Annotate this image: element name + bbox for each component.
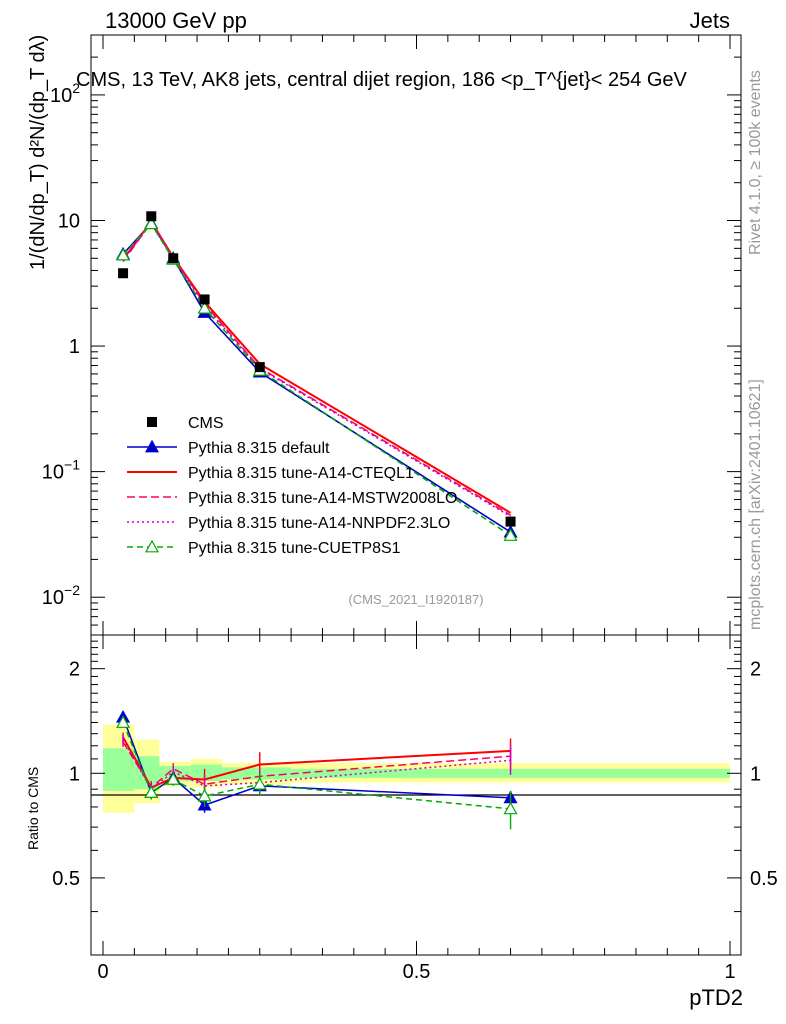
legend-label-0: Pythia 8.315 default	[188, 440, 330, 457]
ratio-y-tick-label-right-1: 1	[750, 763, 761, 785]
chart-title: CMS, 13 TeV, AK8 jets, central dijet reg…	[76, 69, 688, 91]
ratio-y-axis-ticks: 0.5 0.5 1 1 2 2	[52, 634, 778, 956]
ratio-y-tick-label-right-2: 2	[750, 659, 761, 681]
legend-marker-0	[144, 439, 160, 453]
legend-marker-cms	[147, 417, 157, 427]
ratio-line-4	[122, 722, 511, 810]
legend-label-3: Pythia 8.315 tune-A14-NNPDF2.3LO	[188, 515, 450, 532]
x-tick-label-0: 0	[97, 961, 108, 983]
top-y-tick-label-4: 102	[50, 80, 80, 107]
ratio-y-tick-label-left-1: 1	[69, 763, 80, 785]
mcplots-label: mcplots.cern.ch [arXiv:2401.10621]	[747, 379, 764, 630]
top-y-tick-label-2: 1	[69, 336, 80, 358]
top-panel-series	[116, 211, 518, 541]
ratio-point-4-1	[144, 785, 159, 798]
legend-label-4: Pythia 8.315 tune-CUETP8S1	[188, 540, 401, 557]
top-y-axis-ticks: 10−2 10−1 1 10 102	[42, 34, 741, 636]
top-y-tick-label-3: 10	[58, 210, 80, 232]
cms-data-point-3	[199, 294, 210, 305]
band-green-0	[103, 748, 135, 791]
ratio-point-4-0	[116, 715, 131, 728]
x-tick-label-1: 0.5	[403, 961, 431, 983]
x-tick-label-2: 1	[724, 961, 735, 983]
ratio-panel-series	[116, 709, 518, 830]
header-process: Jets	[690, 8, 730, 33]
ratio-y-tick-label-left-2: 2	[69, 659, 80, 681]
cms-data-point-5	[505, 516, 516, 527]
ratio-point-4-3	[197, 788, 212, 802]
series-4-point-3	[197, 301, 212, 314]
legend-label-1: Pythia 8.315 tune-A14-CTEQL1	[188, 465, 414, 482]
rivet-version-label: Rivet 4.1.0, ≥ 100k events	[747, 70, 764, 255]
ratio-point-4-2	[166, 772, 181, 785]
ratio-y-axis-label: Ratio to CMS	[25, 767, 41, 850]
cms-data-point-0	[118, 268, 129, 279]
legend: CMS Pythia 8.315 default Pythia 8.315 tune…	[127, 415, 457, 557]
analysis-id-watermark: (CMS_2021_I1920187)	[348, 592, 483, 607]
ratio-point-4-5	[503, 801, 518, 815]
band-green-4	[222, 767, 292, 780]
ratio-y-tick-label-right-0: 0.5	[750, 868, 778, 890]
ratio-line-3	[122, 739, 511, 791]
top-y-tick-label-1: 10−1	[42, 457, 80, 484]
series-4-point-1	[144, 216, 159, 230]
top-y-axis-label: 1/(dN/dp_T) d²N/(dp_T dλ)	[27, 35, 49, 270]
legend-label-2: Pythia 8.315 tune-A14-MSTW2008LO	[188, 490, 457, 507]
x-axis-ticks: 0 0.5 1	[97, 35, 736, 983]
top-y-tick-label-0: 10−2	[42, 582, 80, 609]
cms-data-point-1	[146, 211, 157, 222]
legend-marker-4	[144, 539, 160, 553]
legend-label-cms: CMS	[188, 415, 224, 432]
cms-data-point-2	[168, 253, 179, 264]
ratio-line-2	[122, 741, 511, 789]
series-4-point-0	[116, 247, 131, 261]
x-axis-label: pTD2	[689, 985, 743, 1010]
cms-data-point-4	[254, 362, 265, 373]
series-4-point-5	[503, 528, 518, 541]
ratio-y-tick-label-left-0: 0.5	[52, 868, 80, 890]
header-energy: 13000 GeV pp	[105, 8, 247, 33]
ratio-point-4-4	[252, 777, 267, 790]
